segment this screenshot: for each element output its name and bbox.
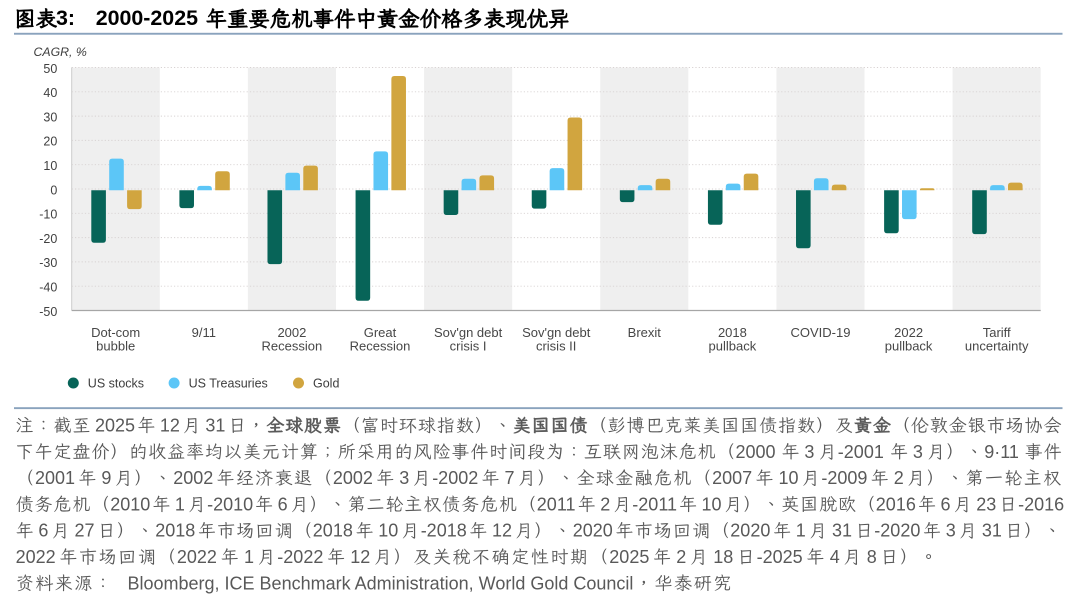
svg-text:-2025: -2025 [757,547,803,567]
svg-text:2: 2 [894,468,904,488]
svg-text:2007: 2007 [712,468,752,488]
svg-text:31: 31 [982,521,1002,541]
svg-text:18: 18 [713,547,733,567]
svg-text:7: 7 [505,468,515,488]
svg-text:2022: 2022 [16,547,56,567]
svg-text:2025: 2025 [609,547,649,567]
svg-text:0: 0 [50,183,57,197]
svg-text:1: 1 [244,547,254,567]
svg-text:2: 2 [676,547,686,567]
svg-text:uncertainty: uncertainty [965,339,1029,354]
svg-text:-20: -20 [39,232,57,246]
svg-text:10: 10 [378,521,398,541]
svg-text:12: 12 [492,521,512,541]
svg-text:2011: 2011 [537,494,576,514]
svg-text:9·11: 9·11 [984,442,1019,462]
svg-text:6: 6 [278,494,288,514]
svg-text:Recession: Recession [350,339,411,354]
svg-text:-2022: -2022 [277,547,323,567]
svg-text:6: 6 [941,494,951,514]
svg-text:2001: 2001 [35,468,75,488]
svg-text:2025: 2025 [95,416,135,436]
svg-text:2002: 2002 [277,325,306,340]
svg-text:2010: 2010 [110,494,150,514]
svg-text:12: 12 [350,547,370,567]
svg-text:1: 1 [175,494,185,514]
svg-text:6: 6 [38,521,48,541]
svg-text:2002: 2002 [333,468,373,488]
svg-text:2020: 2020 [573,521,613,541]
svg-text:-2016: -2016 [1018,494,1064,514]
svg-text:2020: 2020 [730,521,770,541]
svg-text:-2020: -2020 [874,521,920,541]
svg-text:31: 31 [205,416,225,436]
svg-text:2022: 2022 [177,547,217,567]
svg-text:Bloomberg, ICE Benchmark Admin: Bloomberg, ICE Benchmark Administration,… [128,573,634,593]
svg-text:-2010: -2010 [207,494,253,514]
svg-text:Dot-com: Dot-com [91,325,140,340]
svg-text:10: 10 [702,494,722,514]
svg-text:31: 31 [832,521,852,541]
svg-text:Gold: Gold [313,377,339,391]
svg-text:Sov'gn debt: Sov'gn debt [434,325,503,340]
svg-text:pullback: pullback [885,339,933,354]
svg-text:3: 3 [913,442,923,462]
svg-text:2022: 2022 [894,325,923,340]
svg-text:10: 10 [779,468,799,488]
svg-text:-50: -50 [39,305,57,319]
svg-text:2018: 2018 [155,521,195,541]
svg-text:9/11: 9/11 [192,325,216,340]
svg-text:US stocks: US stocks [88,377,144,391]
svg-text:3: 3 [399,468,409,488]
svg-text:23: 23 [976,494,996,514]
svg-text:2018: 2018 [718,325,747,340]
svg-text:US Treasuries: US Treasuries [189,377,268,391]
svg-text:4: 4 [830,547,840,567]
svg-text:40: 40 [43,86,57,100]
svg-text:9: 9 [101,468,111,488]
svg-text:-40: -40 [39,281,57,295]
svg-text:2016: 2016 [876,494,916,514]
svg-text:30: 30 [43,110,57,124]
svg-text:crisis II: crisis II [536,339,576,354]
svg-text:10: 10 [43,159,57,173]
svg-text:-2001: -2001 [838,442,884,462]
svg-text:20: 20 [43,135,57,149]
svg-text:1: 1 [796,521,806,541]
svg-text:3:: 3: [56,6,75,30]
svg-text:Great: Great [364,325,397,340]
svg-text:2002: 2002 [173,468,213,488]
svg-text:Recession: Recession [262,339,323,354]
svg-text:3: 3 [946,521,956,541]
svg-text:-10: -10 [39,208,57,222]
svg-text:27: 27 [75,521,95,541]
svg-text:8: 8 [867,547,877,567]
svg-text:50: 50 [43,62,57,76]
svg-text:2000: 2000 [736,442,776,462]
svg-text:pullback: pullback [709,339,757,354]
svg-text:Brexit: Brexit [628,325,662,340]
svg-text:12: 12 [160,416,180,436]
svg-text:Sov'gn debt: Sov'gn debt [522,325,591,340]
svg-text:2000-2025: 2000-2025 [96,6,198,30]
svg-text:-2011: -2011 [632,494,677,514]
svg-text:bubble: bubble [96,339,135,354]
svg-text:crisis I: crisis I [450,339,487,354]
svg-text:CAGR, %: CAGR, % [34,45,87,59]
svg-text:Tariff: Tariff [983,325,1011,340]
svg-text:COVID-19: COVID-19 [791,325,851,340]
svg-text:2: 2 [600,494,610,514]
svg-text:-2009: -2009 [821,468,867,488]
svg-text:-30: -30 [39,256,57,270]
svg-text:-2018: -2018 [421,521,467,541]
svg-text:2018: 2018 [313,521,353,541]
svg-text:3: 3 [804,442,814,462]
svg-text:-2002: -2002 [432,468,478,488]
